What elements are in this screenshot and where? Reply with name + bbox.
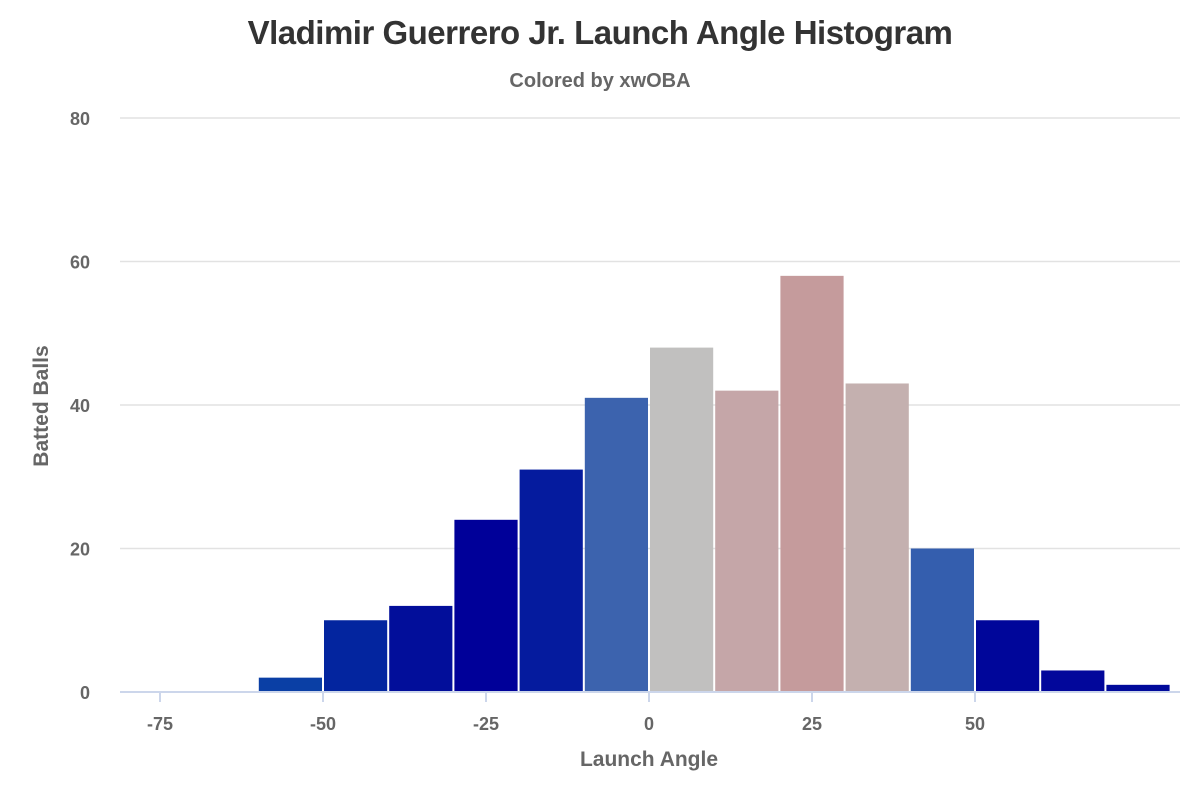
histogram-bar	[324, 620, 388, 692]
histogram-bar	[1041, 670, 1105, 692]
x-tick-label: 0	[644, 714, 654, 734]
y-tick-label: 20	[70, 540, 90, 560]
y-tick-labels: 0 20 40 60 80	[70, 109, 90, 703]
histogram-bar	[976, 620, 1040, 692]
histogram-bar	[715, 390, 779, 692]
histogram-bar	[910, 548, 974, 692]
histogram-bar	[650, 347, 714, 692]
histogram-bar	[258, 677, 322, 692]
histogram-bars	[258, 275, 1170, 692]
x-tick-labels: -75 -50 -25 0 25 50	[147, 714, 985, 734]
x-tick-label: -50	[310, 714, 336, 734]
chart-subtitle: Colored by xwOBA	[509, 70, 691, 92]
x-axis-title: Launch Angle	[580, 748, 718, 771]
y-tick-label: 80	[70, 109, 90, 129]
y-tick-label: 0	[80, 683, 90, 703]
histogram-bar	[389, 605, 453, 692]
x-tick-label: -75	[147, 714, 173, 734]
x-tick-label: 50	[965, 714, 985, 734]
y-tick-label: 60	[70, 253, 90, 273]
histogram-bar	[780, 275, 844, 692]
y-tick-label: 40	[70, 396, 90, 416]
histogram-bar	[845, 383, 909, 692]
x-tick-label: -25	[473, 714, 499, 734]
histogram-bar	[519, 469, 583, 692]
histogram-bar	[584, 397, 648, 692]
y-axis-title: Batted Balls	[30, 345, 53, 466]
x-tick-label: 25	[802, 714, 822, 734]
histogram-bar	[1106, 684, 1170, 692]
histogram-bar	[454, 519, 518, 692]
chart-title: Vladimir Guerrero Jr. Launch Angle Histo…	[247, 14, 953, 51]
x-axis	[120, 691, 1180, 702]
